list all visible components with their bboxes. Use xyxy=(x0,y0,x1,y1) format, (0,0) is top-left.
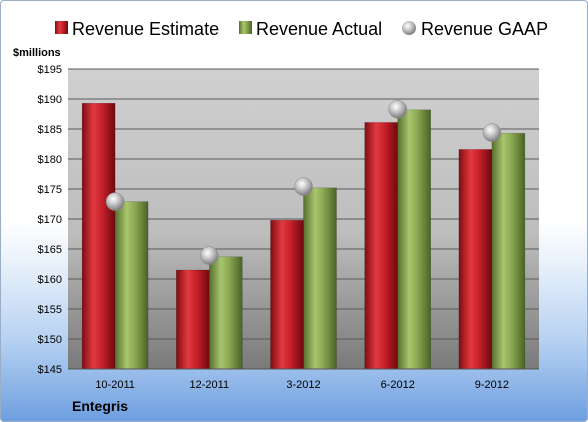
x-tick-label: 6-2012 xyxy=(381,379,415,391)
point-revenue-gaap xyxy=(294,177,313,196)
y-tick-label: $170 xyxy=(38,214,62,226)
bar-revenue-actual xyxy=(209,256,243,370)
x-tick-label: 3-2012 xyxy=(286,379,320,391)
bar-revenue-actual xyxy=(397,109,431,370)
y-tick-label: $190 xyxy=(38,94,62,106)
x-tick-label: 12-2011 xyxy=(190,379,230,391)
y-tick-label: $150 xyxy=(38,334,62,346)
bar-revenue-estimate xyxy=(176,269,210,370)
bar-revenue-estimate xyxy=(270,219,304,370)
legend-label-actual: Revenue Actual xyxy=(256,19,382,39)
x-axis-ticks: 10-2011 12-2011 3-2012 6-2012 9-2012 xyxy=(95,379,509,391)
bar-revenue-estimate xyxy=(364,122,398,370)
legend-label-estimate: Revenue Estimate xyxy=(72,19,219,39)
y-axis-ticks: $145 $150 $155 $160 $165 $170 $175 $180 $185 $190… xyxy=(38,64,62,376)
x-tick-label: 10-2011 xyxy=(95,379,135,391)
y-axis-unit-label: $millions xyxy=(13,47,61,59)
gaap-points xyxy=(105,99,502,265)
x-tick-label: 9-2012 xyxy=(475,379,509,391)
point-revenue-gaap xyxy=(200,246,219,265)
y-tick-label: $195 xyxy=(38,64,62,76)
bar-revenue-actual xyxy=(491,132,526,370)
bar-revenue-estimate xyxy=(458,149,493,370)
bar-revenue-actual xyxy=(303,187,337,370)
legend-label-gaap: Revenue GAAP xyxy=(421,19,548,39)
y-tick-label: $180 xyxy=(38,154,62,166)
point-revenue-gaap xyxy=(105,192,125,211)
point-revenue-gaap xyxy=(482,123,502,142)
legend-swatch-estimate xyxy=(55,21,68,34)
point-revenue-gaap xyxy=(388,99,407,119)
legend-marker-gaap xyxy=(402,21,416,35)
y-tick-label: $155 xyxy=(38,304,62,316)
legend-swatch-actual xyxy=(239,21,252,34)
y-tick-label: $160 xyxy=(38,274,62,286)
y-tick-label: $145 xyxy=(38,364,62,376)
company-name: Entegris xyxy=(72,398,129,414)
legend: Revenue Estimate Revenue Actual Revenue … xyxy=(55,19,548,39)
bars xyxy=(81,102,526,370)
y-tick-label: $185 xyxy=(38,124,62,136)
bar-revenue-estimate xyxy=(81,102,116,370)
bar-revenue-actual xyxy=(114,201,149,370)
y-tick-label: $165 xyxy=(38,244,62,256)
y-tick-label: $175 xyxy=(38,184,62,196)
